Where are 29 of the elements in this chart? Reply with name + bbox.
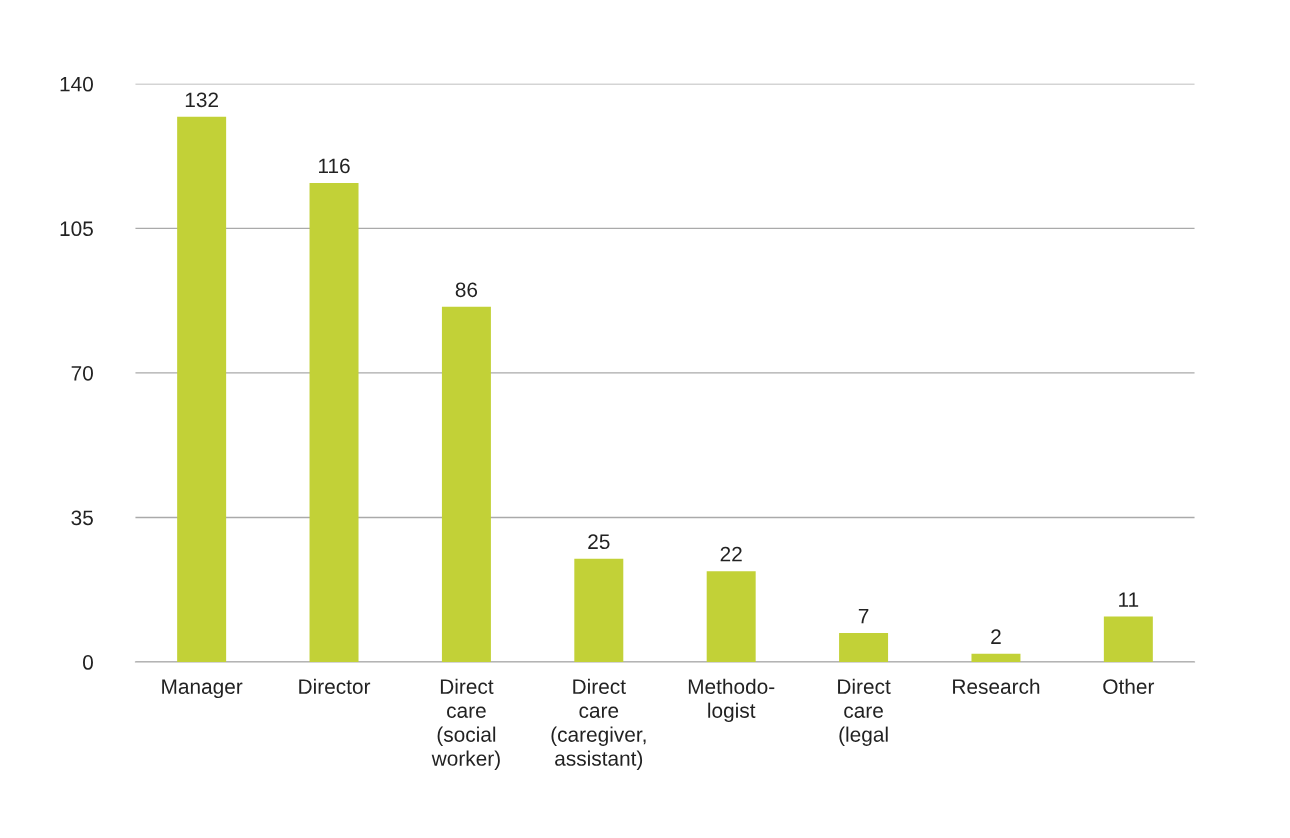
data-label: 25 (588, 534, 610, 550)
x-tick-label: Manager (162, 679, 243, 699)
bar (309, 182, 359, 663)
y-tick-label: 0 (83, 655, 93, 670)
x-tick-label: Methodo- logist (688, 678, 775, 723)
bar (1103, 616, 1153, 663)
y-tick-label: 35 (71, 510, 93, 526)
y-tick-label: 70 (71, 365, 93, 381)
x-tick-label: Other (1103, 678, 1155, 694)
y-tick-label: 105 (60, 221, 93, 237)
x-tick-label: Director (299, 678, 371, 694)
data-label: 86 (455, 282, 478, 298)
bar (839, 633, 889, 663)
data-label: 132 (185, 92, 218, 108)
data-label: 116 (319, 158, 350, 174)
data-label: 22 (720, 546, 742, 562)
bar (971, 653, 1021, 663)
x-tick-label: Direct care (legal (838, 678, 891, 747)
bar (177, 116, 227, 663)
data-label: 11 (1119, 592, 1139, 607)
bar (574, 558, 624, 663)
data-label: 7 (858, 608, 869, 624)
x-tick-label: Direct care (social worker) (431, 678, 500, 770)
bar (441, 306, 491, 663)
data-label: 2 (991, 629, 1001, 644)
y-tick-label: 140 (60, 76, 93, 92)
bar (706, 571, 756, 663)
x-tick-label: Research (953, 678, 1040, 694)
x-tick-label: Direct care (caregiver, assistant) (551, 678, 646, 770)
